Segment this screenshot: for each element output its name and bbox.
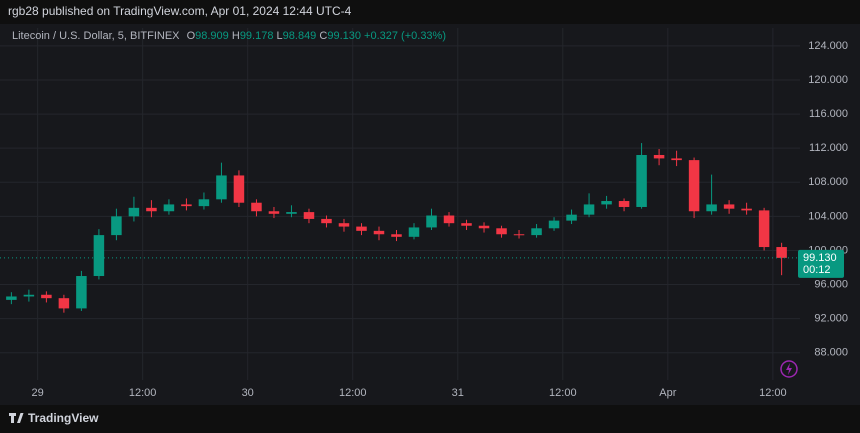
candle-body [513, 234, 525, 236]
candle-body [408, 227, 420, 237]
candle-body [583, 204, 595, 215]
y-tick-label: 124.000 [808, 40, 848, 52]
candle-body [373, 230, 385, 235]
candle-body [636, 154, 647, 207]
replay-icon[interactable] [780, 360, 798, 378]
candle-body [356, 226, 367, 231]
candle-body [478, 225, 490, 229]
candle-body [723, 204, 735, 209]
high-label: H [232, 30, 240, 42]
open-value: 98.909 [195, 30, 229, 42]
candle-body [426, 215, 437, 228]
y-tick-label: 108.000 [808, 176, 848, 188]
candle-body [321, 218, 332, 224]
legend: Litecoin / U.S. Dollar, 5, BITFINEX O98.… [12, 30, 446, 42]
brand-name: TradingView [28, 411, 99, 425]
y-tick-label: 112.000 [809, 142, 848, 154]
x-tick-label: 29 [32, 387, 44, 399]
candle-body [618, 201, 630, 207]
x-tick-label: 30 [242, 387, 254, 399]
candle-body [233, 175, 245, 203]
x-tick-label: 12:00 [549, 387, 577, 399]
candle-body [741, 208, 752, 211]
candle-body [268, 211, 280, 214]
low-value: 98.849 [283, 30, 317, 42]
candle-body [6, 296, 17, 300]
candle-body [531, 228, 542, 236]
symbol: Litecoin / U.S. Dollar, 5, BITFINEX [12, 30, 180, 42]
x-tick-label: 12:00 [339, 387, 367, 399]
open-label: O [187, 30, 196, 42]
plot: 88.00092.00096.000100.000104.000108.0001… [0, 28, 848, 399]
icon-bolt[interactable] [786, 363, 792, 375]
y-tick-label: 96.000 [814, 278, 848, 290]
candle-body [688, 160, 700, 212]
x-tick-label: Apr [659, 387, 676, 399]
low-label: L [277, 30, 283, 42]
x-tick-label: 12:00 [129, 387, 157, 399]
y-tick-label: 104.000 [808, 210, 848, 222]
candle-body [181, 204, 192, 207]
candle-body [671, 158, 682, 161]
candle-body [461, 223, 472, 226]
y-tick-label: 88.000 [814, 347, 848, 359]
candle-body [776, 247, 787, 258]
candle-body [23, 294, 35, 297]
change: +0.327 (+0.33%) [364, 30, 446, 42]
candle-body [286, 212, 297, 214]
candle-body [601, 201, 612, 205]
chart-panel [0, 24, 860, 405]
candle-body [391, 234, 402, 237]
candle-body [566, 214, 577, 221]
candle-body [216, 175, 227, 200]
candle-body [303, 212, 315, 219]
y-tick-label: 116.000 [809, 108, 848, 120]
publish-info: rgb28 published on TradingView.com, Apr … [8, 4, 352, 18]
candle-body [198, 199, 210, 207]
candle-body [758, 210, 770, 248]
price-tag-countdown: 00:12 [803, 264, 831, 276]
y-tick-label: 120.000 [808, 74, 848, 86]
close-value: 99.130 [327, 30, 361, 42]
candle-body [706, 204, 717, 212]
y-tick-label: 92.000 [814, 313, 848, 325]
candle-body [338, 223, 350, 227]
x-tick-label: 31 [452, 387, 464, 399]
candle-body [41, 294, 52, 299]
candle-body [111, 216, 122, 236]
candle-body [251, 202, 262, 212]
high-value: 99.178 [240, 30, 274, 42]
logo-mark [9, 413, 24, 423]
x-tick-label: 12:00 [759, 387, 787, 399]
candle-body [496, 228, 507, 235]
candle-body [58, 298, 70, 309]
close-label: C [319, 30, 327, 42]
candle-body [128, 207, 140, 217]
candle-body [163, 204, 175, 212]
icon-ring[interactable] [780, 360, 798, 378]
candle-body [93, 235, 105, 277]
candle-body [146, 207, 157, 212]
candle-body [443, 215, 455, 224]
price-tag-value: 99.130 [803, 252, 837, 264]
price-tag [798, 249, 844, 278]
candle-body [653, 154, 665, 159]
brand-logo: TradingView [9, 411, 99, 425]
candle-body [76, 276, 87, 309]
candle-body [548, 220, 560, 229]
